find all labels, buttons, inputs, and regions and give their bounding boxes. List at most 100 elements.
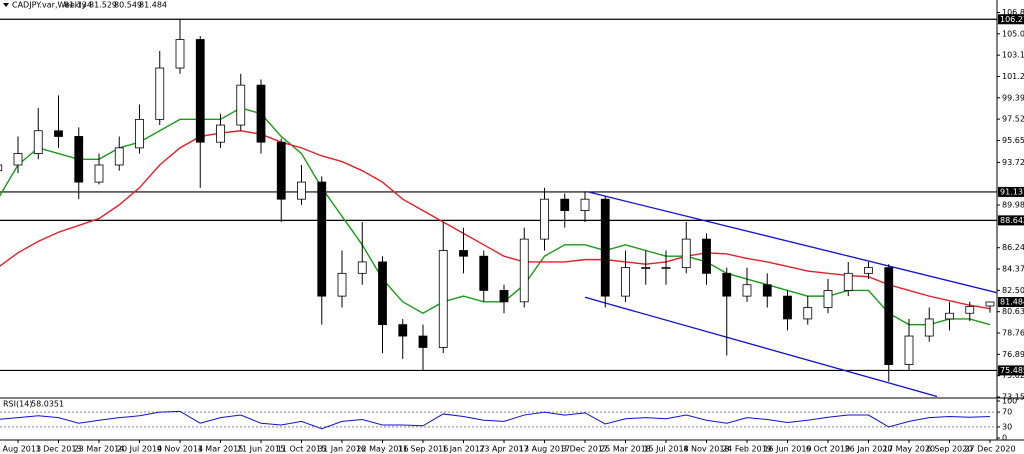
- candle-body: [236, 84, 246, 126]
- current-price-label: 81.484: [1000, 298, 1024, 307]
- x-tick-label: 22 May 2016: [356, 445, 408, 454]
- level-label-box: [998, 215, 1024, 226]
- x-tick-label: 23 Mar 2014: [74, 445, 125, 454]
- candle-body: [641, 267, 651, 270]
- candle-body: [945, 312, 954, 320]
- x-tick-label: 24 Feb 2019: [722, 445, 772, 454]
- candle-body: [681, 238, 691, 269]
- x-tick-label: 27 Dec 2020: [964, 445, 1015, 454]
- x-tick-label: 11 Oct 2015: [277, 445, 326, 454]
- candle-body: [621, 267, 630, 297]
- candle-body: [459, 250, 468, 257]
- candle-body: [803, 307, 813, 320]
- candle-body: [904, 335, 914, 365]
- y-tick-label: 93.725: [1002, 158, 1024, 167]
- x-tick-label: 1 Dec 2013: [35, 445, 81, 454]
- trendline: [584, 296, 938, 398]
- y-tick-label: 106.870: [1002, 8, 1024, 17]
- candle-body: [965, 305, 975, 314]
- y-tick-label: 95.650: [1002, 136, 1024, 145]
- x-tick-label: 25 Mar 2018: [600, 445, 651, 454]
- x-tick-label: 1 Aug 2013: [0, 445, 41, 454]
- candle-body: [702, 238, 711, 274]
- candle-body: [378, 261, 387, 326]
- candle-body: [722, 272, 732, 297]
- x-tick-label: 9 Nov 2014: [157, 445, 203, 454]
- candle-body: [216, 124, 225, 143]
- candle-body: [337, 272, 347, 297]
- candle-body: [54, 130, 63, 137]
- candle-body: [276, 141, 286, 200]
- x-tick-label: 16 Jun 2019: [763, 445, 811, 454]
- candle-body: [864, 267, 873, 274]
- y-tick-label: 89.985: [1002, 201, 1024, 210]
- candle-body: [13, 153, 23, 166]
- x-tick-label: 1 Jan 2017: [442, 445, 485, 454]
- level-label: 106.276: [1000, 15, 1024, 24]
- x-tick-label: 6 Sep 2020: [927, 445, 973, 454]
- candle-body: [519, 238, 529, 303]
- candle-body: [175, 39, 185, 69]
- candle-body: [398, 324, 408, 337]
- x-tick-label: 4 Nov 2018: [683, 445, 729, 454]
- candle-body: [600, 198, 610, 297]
- ohlc-close: 81.484: [139, 1, 167, 10]
- candle-body: [540, 198, 549, 240]
- candle-body: [0, 164, 3, 172]
- rsi-tick-label: 30: [1002, 422, 1012, 431]
- y-tick-label: 75.025: [1002, 371, 1024, 380]
- current-price-box: [998, 297, 1024, 308]
- rsi-tick-label: 70: [1002, 408, 1012, 417]
- candle-body: [317, 181, 327, 297]
- rsi-tick-label: 100: [1002, 397, 1017, 406]
- candle-body: [94, 164, 104, 183]
- candle-body: [843, 272, 853, 291]
- menu-arrow[interactable]: [3, 3, 9, 7]
- y-tick-label: 73.155: [1002, 393, 1024, 402]
- candle-body: [438, 250, 448, 348]
- rsi-title: RSI(14): [3, 400, 32, 409]
- rsi-plot: [0, 410, 997, 430]
- y-tick-label: 101.260: [1002, 72, 1024, 81]
- ohlc-high: 81.529: [89, 1, 117, 10]
- candle-body: [33, 130, 43, 154]
- y-tick-label: 103.130: [1002, 51, 1024, 60]
- rsi-tick-label: 0: [1002, 434, 1007, 443]
- y-tick-label: 82.505: [1002, 286, 1024, 295]
- x-tick-label: 13 Aug 2017: [519, 445, 570, 454]
- candle-body: [924, 318, 934, 337]
- level-label-box: [998, 365, 1024, 376]
- x-tick-label: 17 May 2020: [883, 445, 935, 454]
- candle-body: [195, 39, 205, 143]
- axes: 106.870 105.000 103.130 101.260 99.390 97.520…: [0, 8, 1024, 454]
- candle-body: [74, 136, 84, 183]
- y-tick-label: 99.390: [1002, 93, 1024, 102]
- candle-body: [884, 267, 894, 365]
- x-tick-label: 26 Jan 2020: [845, 445, 893, 454]
- x-tick-label: 15 Jul 2018: [643, 445, 688, 454]
- moving-average: [0, 130, 991, 310]
- x-tick-label: 11 Sep 2016: [398, 445, 449, 454]
- candle-body: [823, 290, 833, 308]
- level-label: 88.642: [1000, 216, 1024, 225]
- y-tick-label: 84.375: [1002, 265, 1024, 274]
- level-label-box: [998, 14, 1024, 25]
- candle-body: [479, 255, 489, 291]
- x-tick-label: 31 Jan 2016: [318, 445, 366, 454]
- symbol-title: CADJPY.var,Weekly: [12, 1, 87, 10]
- rsi-line: [0, 410, 991, 430]
- level-label-box: [998, 186, 1024, 197]
- x-tick-label: 23 Apr 2017: [479, 445, 528, 454]
- y-tick-label: 86.245: [1002, 243, 1024, 252]
- level-label: 91.137: [1000, 187, 1024, 196]
- candle-body: [155, 67, 165, 120]
- y-tick-label: 76.895: [1002, 350, 1024, 359]
- candle-body: [742, 284, 752, 297]
- candle-body: [357, 261, 367, 274]
- candle-body: [580, 198, 590, 211]
- x-tick-label: 3 Dec 2017: [562, 445, 608, 454]
- y-tick-label: 97.520: [1002, 115, 1024, 124]
- ohlc-open: 81.134: [64, 1, 92, 10]
